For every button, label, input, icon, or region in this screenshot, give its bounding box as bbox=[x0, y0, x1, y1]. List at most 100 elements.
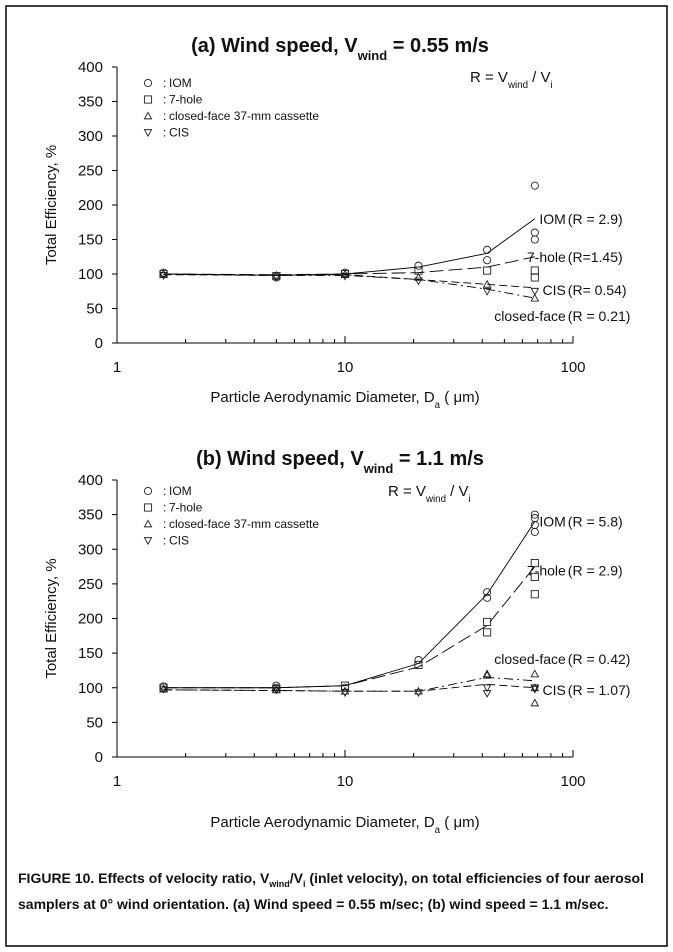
curve-label: IOM bbox=[539, 211, 565, 227]
point bbox=[530, 669, 540, 678]
text-part: R = V bbox=[388, 483, 426, 500]
frame bbox=[5, 5, 668, 947]
y-tick-label: 0 bbox=[95, 335, 103, 352]
point bbox=[530, 510, 539, 519]
text-part: R = V bbox=[470, 69, 508, 86]
legend-prefix: : bbox=[163, 93, 166, 107]
ratio-formula: R = Vwind / Vi bbox=[388, 483, 471, 505]
x-axis-label: Particle Aerodynamic Diameter, Da ( μm) bbox=[210, 814, 479, 836]
legend-label: IOM bbox=[169, 484, 192, 498]
point bbox=[530, 572, 539, 581]
r-label: (R=1.45) bbox=[568, 249, 623, 265]
x-tick-label: 10 bbox=[337, 359, 354, 376]
curve-label: CIS bbox=[542, 282, 565, 298]
point bbox=[414, 277, 423, 286]
r-label: (R = 5.8) bbox=[568, 514, 623, 530]
y-tick-label: 200 bbox=[78, 197, 103, 214]
legend-label: CIS bbox=[169, 534, 189, 548]
r-label: (R = 0.42) bbox=[568, 651, 631, 667]
text-part: ( μm) bbox=[440, 389, 479, 406]
y-tick-label: 300 bbox=[78, 128, 103, 145]
point bbox=[159, 272, 168, 280]
chart-title: (a) Wind speed, Vwind = 0.55 m/s bbox=[191, 35, 489, 63]
subscript: wind bbox=[425, 494, 446, 505]
point bbox=[530, 559, 539, 568]
point bbox=[530, 266, 539, 275]
point bbox=[414, 660, 423, 669]
chart-title: (b) Wind speed, Vwind = 1.1 m/s bbox=[196, 448, 484, 476]
caption-text: (inlet velocity), on total efficiencies … bbox=[18, 870, 644, 912]
point bbox=[483, 266, 492, 275]
y-axis-label: Total Efficiency, % bbox=[43, 558, 60, 678]
point bbox=[530, 287, 540, 296]
subscript: i bbox=[469, 494, 471, 505]
curve-label: CIS bbox=[542, 682, 565, 698]
y-tick-label: 400 bbox=[78, 472, 103, 489]
legend-prefix: : bbox=[163, 501, 166, 515]
fit-line bbox=[163, 566, 536, 689]
legend-prefix: : bbox=[163, 517, 166, 531]
legend-marker bbox=[143, 519, 153, 528]
legend-marker bbox=[143, 537, 153, 546]
r-label: (R = 1.07) bbox=[568, 682, 631, 698]
legend-marker bbox=[143, 95, 153, 104]
x-tick-label: 100 bbox=[560, 773, 585, 790]
x-tick-label: 1 bbox=[113, 773, 121, 790]
legend-label: closed-face 37-mm cassette bbox=[169, 517, 319, 531]
text-part: (b) Wind speed, V bbox=[196, 448, 364, 470]
fit-line bbox=[163, 256, 535, 276]
point bbox=[483, 628, 492, 637]
point bbox=[414, 656, 423, 665]
point bbox=[414, 272, 423, 281]
point bbox=[414, 689, 423, 698]
fit-line bbox=[163, 218, 536, 276]
y-tick-label: 300 bbox=[78, 541, 103, 558]
curve-label: closed-face bbox=[494, 308, 566, 324]
y-tick-label: 250 bbox=[78, 163, 103, 180]
legend-label: closed-face 37-mm cassette bbox=[169, 109, 319, 123]
y-tick-label: 100 bbox=[78, 680, 103, 697]
y-tick-label: 200 bbox=[78, 611, 103, 628]
point bbox=[482, 287, 492, 296]
point bbox=[530, 698, 540, 707]
y-tick-label: 100 bbox=[78, 266, 103, 283]
fit-line bbox=[163, 521, 536, 689]
fit-line bbox=[163, 273, 535, 299]
subscript: a bbox=[435, 400, 441, 411]
text-part: / V bbox=[528, 69, 551, 86]
legend-prefix: : bbox=[163, 126, 166, 140]
point bbox=[159, 269, 168, 278]
y-tick-label: 150 bbox=[78, 232, 103, 249]
text-part: = 0.55 m/s bbox=[387, 35, 489, 57]
point bbox=[159, 683, 168, 692]
x-tick-label: 100 bbox=[560, 359, 585, 376]
text-part: / V bbox=[446, 483, 469, 500]
legend-marker bbox=[143, 503, 153, 512]
legend-prefix: : bbox=[163, 76, 166, 90]
fit-line bbox=[163, 274, 535, 289]
point bbox=[340, 689, 350, 698]
caption-subscript: wind bbox=[269, 878, 290, 889]
text-part: Particle Aerodynamic Diameter, D bbox=[210, 389, 434, 406]
point bbox=[483, 256, 492, 265]
point bbox=[530, 235, 539, 244]
point bbox=[340, 272, 350, 281]
text-part: ( μm) bbox=[440, 814, 479, 831]
legend-marker bbox=[143, 486, 153, 496]
point bbox=[483, 617, 492, 627]
curve-label: 7-hole bbox=[527, 249, 566, 265]
legend-prefix: : bbox=[163, 109, 166, 123]
point bbox=[530, 293, 540, 302]
point bbox=[530, 228, 539, 237]
legend-marker bbox=[143, 78, 153, 88]
point bbox=[482, 670, 492, 679]
legend-label: 7-hole bbox=[169, 501, 203, 515]
fit-line bbox=[163, 683, 535, 692]
curve-label: IOM bbox=[539, 514, 565, 530]
subscript: wind bbox=[363, 461, 394, 476]
y-tick-label: 400 bbox=[78, 59, 103, 76]
y-tick-label: 50 bbox=[86, 301, 103, 318]
text-part: (a) Wind speed, V bbox=[191, 35, 358, 57]
